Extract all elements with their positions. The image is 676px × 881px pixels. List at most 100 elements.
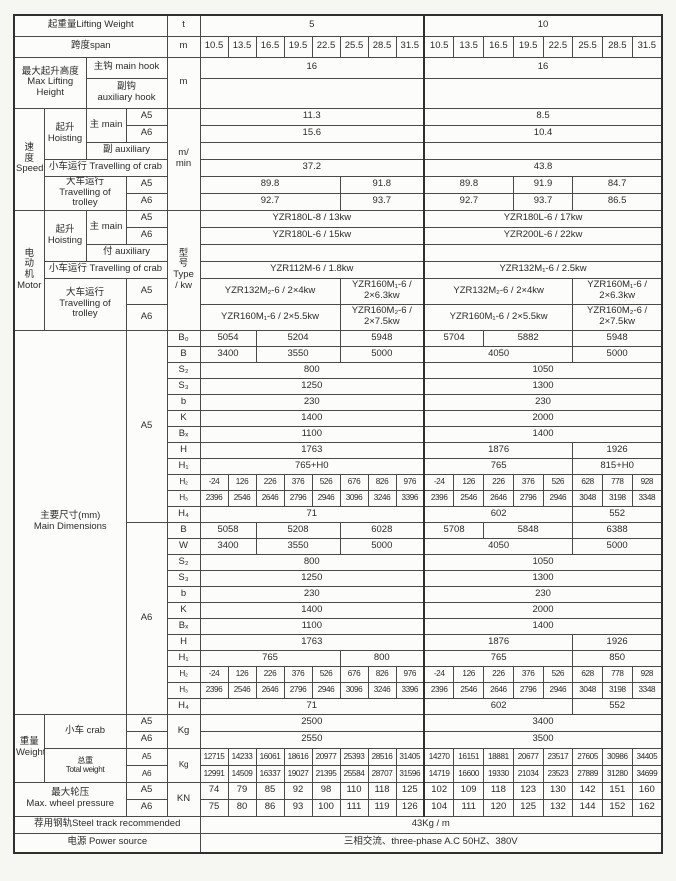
label-main-motor: 主 main [85, 209, 127, 245]
steel-track-value: 43Kg / m [199, 815, 663, 834]
spec-sheet: 起重量Lifting Weight t 5 10 跨度span m 10.5 13.5 16.5… [13, 14, 663, 854]
wheel-pressure: 126 [395, 798, 425, 817]
wheel-pressure: 75 [199, 798, 229, 817]
table-row: H 1763 1876 1926 [14, 441, 663, 459]
wheel-pressure: 152 [601, 798, 633, 817]
dim-value: 778 [601, 473, 633, 491]
unit-wheel-pressure: KN [166, 781, 201, 817]
dim-value: 2646 [483, 489, 514, 507]
dim-symbol: W [166, 537, 201, 555]
table-row: 付 auxiliary [14, 243, 663, 262]
dim-value: 126 [227, 473, 257, 491]
motor-type: YZR160M₂-6 / 2×7.5kw [572, 303, 663, 331]
dim-value: 765 [423, 457, 574, 475]
label-trolley-travel-motor: 大车运行 Travelling of trolley [43, 277, 127, 331]
span-value: 25.5 [572, 35, 603, 58]
dim-value: 800 [199, 553, 425, 571]
dim-symbol: S₃ [166, 377, 201, 395]
dim-value: 628 [572, 473, 603, 491]
grade-label: A6 [125, 730, 168, 749]
label-trolley-travel-speed: 大车运行 Travelling of trolley [43, 175, 127, 211]
dim-value: 2000 [423, 409, 663, 427]
total-weight: 23517 [542, 747, 574, 766]
dim-value: -24 [199, 473, 229, 491]
label-speed: 速 度 Speed [13, 107, 45, 211]
total-weight: 25584 [339, 764, 369, 783]
label-main-dimensions: 主要尺寸(mm) Main Dimensions [13, 329, 127, 715]
dim-value: 526 [311, 665, 341, 683]
dim-value: 230 [199, 585, 425, 603]
table-row: 电 动 机 Motor 起升 Hoisting 主 main A5 型 号 Type /… [13, 209, 663, 331]
dim-value: 2646 [255, 681, 285, 699]
table-row: 大车运行 Travelling of trolley A5 YZR132M₂-6 /… [14, 277, 663, 331]
grade-label: A6 [125, 521, 168, 715]
table-row: W 3400 3550 5000 4050 5000 [14, 537, 663, 555]
dim-symbol: S₂ [166, 361, 201, 379]
unit-height: m [166, 56, 201, 109]
dim-symbol: H₃ [166, 489, 201, 507]
unit-speed: m/ min [166, 107, 201, 211]
crab-weight: 2550 [199, 730, 425, 749]
unit-lifting-weight: t [166, 14, 201, 37]
dim-value: 1100 [199, 617, 425, 635]
total-weight: 14719 [423, 764, 455, 783]
dim-symbol: B [166, 521, 201, 539]
unit-span: m [166, 35, 201, 58]
table-row: 小车运行 Travelling of crab YZR112M-6 / 1.8kw… [14, 260, 663, 279]
table-row: S₃ 1250 1300 [14, 377, 663, 395]
label-lifting-weight: 起重量Lifting Weight [13, 14, 168, 37]
dim-value: 1400 [199, 409, 425, 427]
wheel-pressure: 104 [423, 798, 455, 817]
dim-value: 1400 [423, 617, 663, 635]
total-weight: 23523 [542, 764, 574, 783]
dim-value: 5208 [255, 521, 341, 539]
dim-value: 526 [542, 665, 574, 683]
dim-symbol: b [166, 585, 201, 603]
dim-value: 602 [423, 505, 574, 523]
dim-symbol: B₀ [166, 329, 201, 347]
dim-value: 5000 [572, 537, 663, 555]
dim-value: 5058 [199, 521, 257, 539]
wheel-pressure: 118 [483, 781, 514, 800]
label-crab-weight: 小车 crab [43, 713, 127, 749]
motor-type [199, 243, 425, 262]
dim-value: 126 [453, 473, 485, 491]
wheel-pressure: 130 [542, 781, 574, 800]
dim-value: 2946 [311, 681, 341, 699]
dim-value: 3348 [631, 489, 663, 507]
table-row: H₂ -24 126 226 376 526 676 826 976 -24 126 226 376 52… [14, 473, 663, 491]
wheel-pressure: 123 [512, 781, 544, 800]
dim-value: 2946 [542, 489, 574, 507]
dim-value: 826 [367, 473, 397, 491]
aux-hoisting-speed [423, 141, 663, 160]
dim-value: 1876 [423, 633, 574, 651]
span-value: 28.5 [367, 35, 397, 58]
dim-value: 1876 [423, 441, 574, 459]
wheel-pressure: 100 [311, 798, 341, 817]
wheel-pressure: 144 [572, 798, 603, 817]
dim-value: 230 [423, 393, 663, 411]
motor-type: YZR112M-6 / 1.8kw [199, 260, 425, 279]
label-hoisting-motor: 起升 Hoisting [43, 209, 87, 262]
total-weight: 18881 [483, 747, 514, 766]
label-aux-hoist: 副 auxiliary [85, 141, 168, 160]
table-row: 电源 Power source 三相交流、three-phase A.C 50HZ… [13, 832, 663, 854]
dim-value: 126 [227, 665, 257, 683]
total-weight: 34405 [631, 747, 663, 766]
table-row: 主要尺寸(mm) Main Dimensions A5 B₀ 5054 5204 5948… [13, 329, 663, 715]
table-row: H₂ -24 126 226 376 526 676 826 976 -24 126 226 376 52… [14, 665, 663, 683]
wheel-pressure: 109 [453, 781, 485, 800]
label-crab-travel-motor: 小车运行 Travelling of crab [43, 260, 168, 279]
span-value: 28.5 [601, 35, 633, 58]
dim-value: 526 [542, 473, 574, 491]
label-main-hoist: 主 main [85, 107, 127, 143]
trolley-speed: 84.7 [572, 175, 663, 194]
table-row: B 3400 3550 5000 4050 5000 [14, 345, 663, 363]
table-row: K 1400 2000 [14, 409, 663, 427]
motor-type: YZR160M₁-6 / 2×6.3kw [339, 277, 425, 305]
dim-symbol: H₁ [166, 457, 201, 475]
grade-label: A6 [125, 226, 168, 245]
motor-type: YZR132M₁-6 / 2.5kw [423, 260, 663, 279]
dim-value: 2946 [542, 681, 574, 699]
dim-symbol: H₂ [166, 665, 201, 683]
